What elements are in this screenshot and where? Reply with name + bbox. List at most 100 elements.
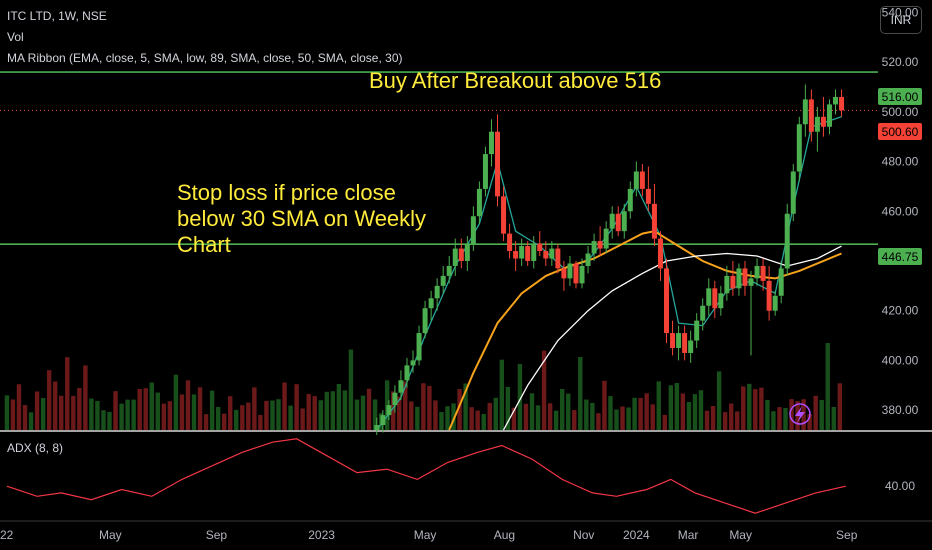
currency-button[interactable]: INR [880,6,922,34]
price-axis-label: 520.00 [882,55,919,69]
candle-body [501,196,507,234]
candle-body [434,285,440,299]
candle-body [513,251,519,259]
volume-bar [783,407,788,430]
volume-bar [572,410,577,430]
volume-bar [221,413,227,430]
volume-bar [541,350,547,430]
candle-body [410,360,416,366]
symbol-legend[interactable]: ITC LTD, 1W, NSE [7,9,107,23]
candle-body [495,131,501,197]
volume-bar [710,406,716,430]
volume-bar [336,383,342,430]
volume-bar [813,395,818,430]
volume-legend[interactable]: Vol [7,30,24,44]
time-axis-label: May [414,528,437,542]
volume-bar [83,365,88,430]
volume-bar [125,399,130,430]
price-axis-label: 480.00 [882,155,919,169]
volume-bar [529,393,535,430]
volume-bar [4,395,10,430]
volume-bar [397,396,402,430]
volume-bar [584,399,589,430]
lightning-icon[interactable] [789,403,811,425]
volume-bar [330,391,336,430]
price-tag-last: 500.60 [878,123,922,140]
candle-body [784,213,790,269]
volume-bar [95,400,100,430]
price-tag-516: 516.00 [878,88,922,105]
price-axis-label: 500.00 [882,105,919,119]
candle-body [585,253,591,266]
volume-bar [668,385,674,430]
candle-body [482,154,488,189]
stop-annotation-line: Chart [177,232,231,257]
volume-bar [390,391,396,430]
price-axis-label: 400.00 [882,353,919,367]
volume-bar [240,405,245,430]
volume-bar [276,399,281,430]
volume-bar [288,405,293,430]
candle-body [597,241,603,249]
volume-bar [566,393,571,430]
volume-bar [451,403,456,430]
volume-bar [65,357,70,430]
candle-body [790,171,796,214]
candle-body [507,233,513,252]
volume-bar [10,399,16,430]
volume-bar [300,408,305,430]
time-axis-label: Nov [573,528,594,542]
adx-axis-label: 40.00 [885,479,915,493]
volume-bar [559,388,565,430]
volume-bar [523,403,529,430]
candle-body [621,211,627,232]
stop-annotation-line: Stop loss if price close [177,180,396,205]
price-axis-label: 380.00 [882,403,919,417]
volume-bar [77,387,82,430]
volume-bar [596,413,601,430]
adx-legend[interactable]: ADX (8, 8) [7,441,64,455]
candle-body [603,228,609,249]
volume-bar [445,406,450,430]
volume-bar [469,407,474,430]
volume-bar [481,413,486,430]
volume-bar [264,400,269,430]
volume-bar [179,394,185,430]
volume-bar [735,411,740,430]
volume-bar [771,411,776,430]
volume-bar [499,359,505,430]
volume-bar [28,412,34,430]
volume-bar [837,383,843,430]
volume-bar [801,399,806,430]
time-axis-label: 22 [0,528,14,542]
volume-bar [680,393,686,430]
volume-bar [306,393,311,430]
candle-body [724,275,730,294]
volume-bar [59,395,64,430]
candle-body [682,333,688,353]
volume-bar [173,374,179,430]
volume-bar [421,383,426,430]
volume-bar [185,380,191,430]
candle-body [549,248,555,259]
candle-body [814,116,820,132]
ma-ribbon-legend[interactable]: MA Ribbon (EMA, close, 5, SMA, low, 89, … [7,51,403,65]
candle-body [398,380,404,393]
candle-body [706,288,712,306]
candle-body [573,263,579,284]
volume-bar [777,407,782,430]
price-axis-label: 420.00 [882,304,919,318]
candle-body [440,275,446,286]
time-axis-label: Aug [494,528,515,542]
volume-bar [662,414,667,430]
candle-body [525,246,531,261]
volume-bar [753,389,758,430]
candle-body [627,188,633,212]
volume-bar [143,388,148,430]
candle-body [766,280,772,311]
volume-bar [366,388,372,430]
volume-bar [704,410,710,430]
volume-bar [686,402,692,430]
volume-bar [409,401,414,430]
